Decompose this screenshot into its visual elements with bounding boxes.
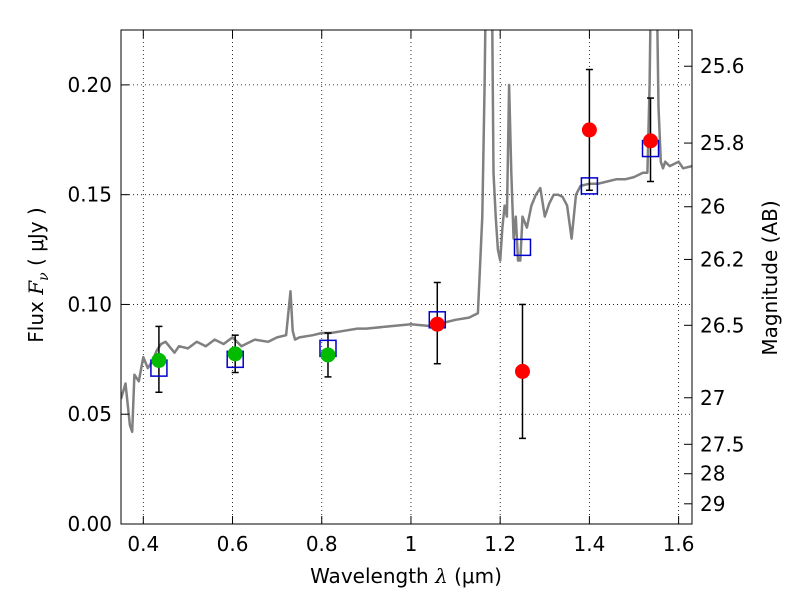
y2-tick-label: 25.8 bbox=[700, 131, 745, 155]
ticks: 0.4 0.6 0.8 1 1.2 1.4 1.6 0.00 0.05 0.10 0.15 0.20 2… bbox=[67, 30, 745, 556]
acs-data-point bbox=[151, 352, 167, 368]
x-axis-title-pre: Wavelength bbox=[310, 564, 435, 588]
x-axis-title-post: (μm) bbox=[448, 564, 502, 588]
x-axis-title: Wavelength λ (μm) bbox=[310, 564, 502, 588]
y2-axis-title: Magnitude (AB) bbox=[758, 200, 782, 355]
x-tick-label: 0.8 bbox=[306, 532, 338, 556]
y2-tick-label: 26 bbox=[700, 195, 725, 219]
y-axis-title-symbol: F bbox=[24, 280, 48, 296]
y2-tick-label: 29 bbox=[700, 492, 725, 516]
data-markers bbox=[150, 122, 660, 379]
y2-tick-label: 27.5 bbox=[700, 432, 745, 456]
x-tick-label: 0.4 bbox=[127, 532, 159, 556]
x-tick-label: 1.4 bbox=[573, 532, 605, 556]
y-tick-label: 0.20 bbox=[67, 73, 112, 97]
plot-frame bbox=[120, 29, 693, 525]
y2-tick-label: 26.5 bbox=[700, 313, 745, 337]
grid bbox=[121, 30, 692, 525]
y-tick-label: 0.00 bbox=[67, 512, 112, 536]
x-tick-label: 0.6 bbox=[217, 532, 249, 556]
x-tick-label: 1.6 bbox=[663, 532, 695, 556]
x-tick-label: 1 bbox=[405, 532, 418, 556]
y2-tick-label: 28 bbox=[700, 462, 725, 486]
y-axis-title-sub: ν bbox=[36, 272, 52, 281]
y-axis-title: Flux Fν ( μJy ) bbox=[24, 207, 52, 342]
wfc3-data-point bbox=[581, 122, 597, 138]
y-tick-label: 0.05 bbox=[67, 402, 112, 426]
y2-tick-label: 26.2 bbox=[700, 247, 745, 271]
acs-data-point bbox=[320, 347, 336, 363]
x-axis-title-symbol: λ bbox=[434, 564, 448, 588]
wfc3-data-point bbox=[514, 363, 530, 379]
model-square-marker bbox=[580, 177, 599, 195]
x-tick-label: 1.2 bbox=[484, 532, 516, 556]
y-tick-label: 0.15 bbox=[67, 183, 112, 207]
wfc3-data-point bbox=[643, 133, 659, 149]
y2-tick-label: 25.6 bbox=[700, 54, 745, 78]
y-axis-title-pre: Flux bbox=[24, 295, 48, 343]
y-axis-title-post: ( μJy ) bbox=[24, 207, 48, 272]
spectrum-line bbox=[121, 30, 692, 434]
y-tick-label: 0.10 bbox=[67, 292, 112, 316]
error-bars bbox=[155, 68, 655, 440]
wfc3-data-point bbox=[429, 316, 445, 332]
model-square-marker bbox=[513, 238, 532, 257]
template-spectrum bbox=[121, 30, 692, 434]
acs-data-point bbox=[227, 346, 243, 362]
y2-tick-label: 27 bbox=[700, 386, 725, 410]
